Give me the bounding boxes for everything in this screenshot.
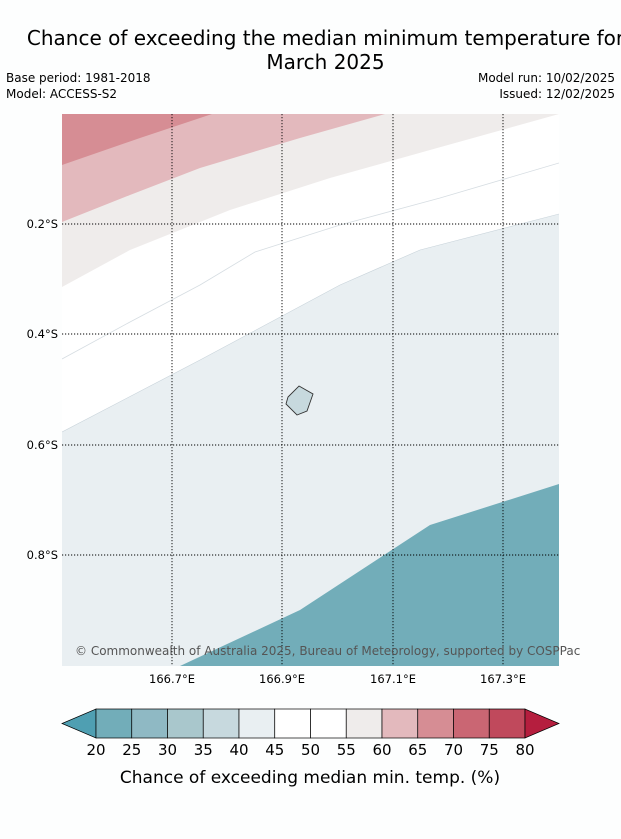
colorbar-tick-label: 55 — [337, 741, 356, 759]
colorbar-tick-label: 30 — [158, 741, 177, 759]
longitude-label: 166.9°E — [259, 672, 305, 686]
model-name: Model: ACCESS-S2 — [6, 87, 118, 101]
meta-right: Model run: 10/02/2025 Issued: 12/02/2025 — [478, 70, 615, 102]
colorbar: 20 25 30 35 40 45 50 55 60 65 70 75 80 — [61, 708, 560, 759]
colorbar-bin — [417, 708, 454, 739]
colorbar-tick-label: 60 — [372, 741, 391, 759]
model-run: Model run: 10/02/2025 — [477, 71, 615, 85]
colorbar-bin — [274, 708, 311, 739]
copyright-notice: © Commonwealth of Australia 2025, Bureau… — [75, 644, 580, 658]
colorbar-tick-label: 35 — [194, 741, 213, 759]
colorbar-tick-label: 45 — [265, 741, 284, 759]
band-60-65 — [62, 114, 385, 222]
colorbar-bin — [381, 708, 419, 739]
base-period: Base period: 1981-2018 — [6, 71, 151, 85]
contour-line-45 — [62, 213, 559, 433]
colorbar-bin — [167, 708, 204, 739]
band-65-70 — [62, 114, 212, 165]
colorbar-bin — [202, 708, 240, 739]
latitude-labels: 0.2°S 0.4°S 0.6°S 0.8°S — [27, 217, 58, 562]
map-panel[interactable] — [62, 114, 559, 666]
latitude-label: 0.6°S — [27, 438, 58, 452]
title-line-2: March 2025 — [266, 50, 385, 74]
colorbar-bin — [488, 708, 526, 739]
latitude-label: 0.4°S — [27, 327, 58, 341]
island-outline[interactable] — [285, 385, 314, 416]
colorbar-tick-label: 80 — [515, 741, 534, 759]
colorbar-tick-label: 40 — [229, 741, 248, 759]
longitude-label: 166.7°E — [149, 672, 195, 686]
latitude-label: 0.8°S — [27, 548, 58, 562]
colorbar-below-arrow — [61, 708, 97, 739]
longitude-label: 167.3°E — [480, 672, 526, 686]
colorbar-tick-label: 70 — [444, 741, 463, 759]
colorbar-tick-label: 50 — [301, 741, 320, 759]
latitude-label: 0.2°S — [27, 217, 58, 231]
title-line-1: Chance of exceeding the median minimum t… — [26, 26, 621, 50]
colorbar-tick-label: 20 — [86, 741, 105, 759]
colorbar-above-arrow — [524, 708, 560, 739]
longitude-labels: 166.7°E 166.9°E 167.1°E 167.3°E — [149, 672, 526, 686]
colorbar-tick-label: 65 — [408, 741, 427, 759]
issued-date: Issued: 12/02/2025 — [499, 87, 615, 101]
colorbar-tick-label: 75 — [480, 741, 499, 759]
colorbar-bin — [238, 708, 276, 739]
band-20-25 — [500, 641, 559, 666]
meta-left: Base period: 1981-2018 Model: ACCESS-S2 — [6, 70, 151, 102]
colorbar-bin — [131, 708, 168, 739]
gridlines — [62, 114, 559, 666]
page-title: Chance of exceeding the median minimum t… — [0, 26, 621, 74]
colorbar-bin — [95, 708, 133, 739]
colorbar-bin — [345, 708, 383, 739]
band-25-low — [180, 484, 559, 666]
contour-line-50 — [62, 162, 559, 360]
longitude-label: 167.1°E — [370, 672, 416, 686]
colorbar-title: Chance of exceeding median min. temp. (%… — [120, 768, 500, 788]
colorbar-tick-label: 25 — [122, 741, 141, 759]
colorbar-bin — [310, 708, 347, 739]
colorbar-bin — [453, 708, 490, 739]
